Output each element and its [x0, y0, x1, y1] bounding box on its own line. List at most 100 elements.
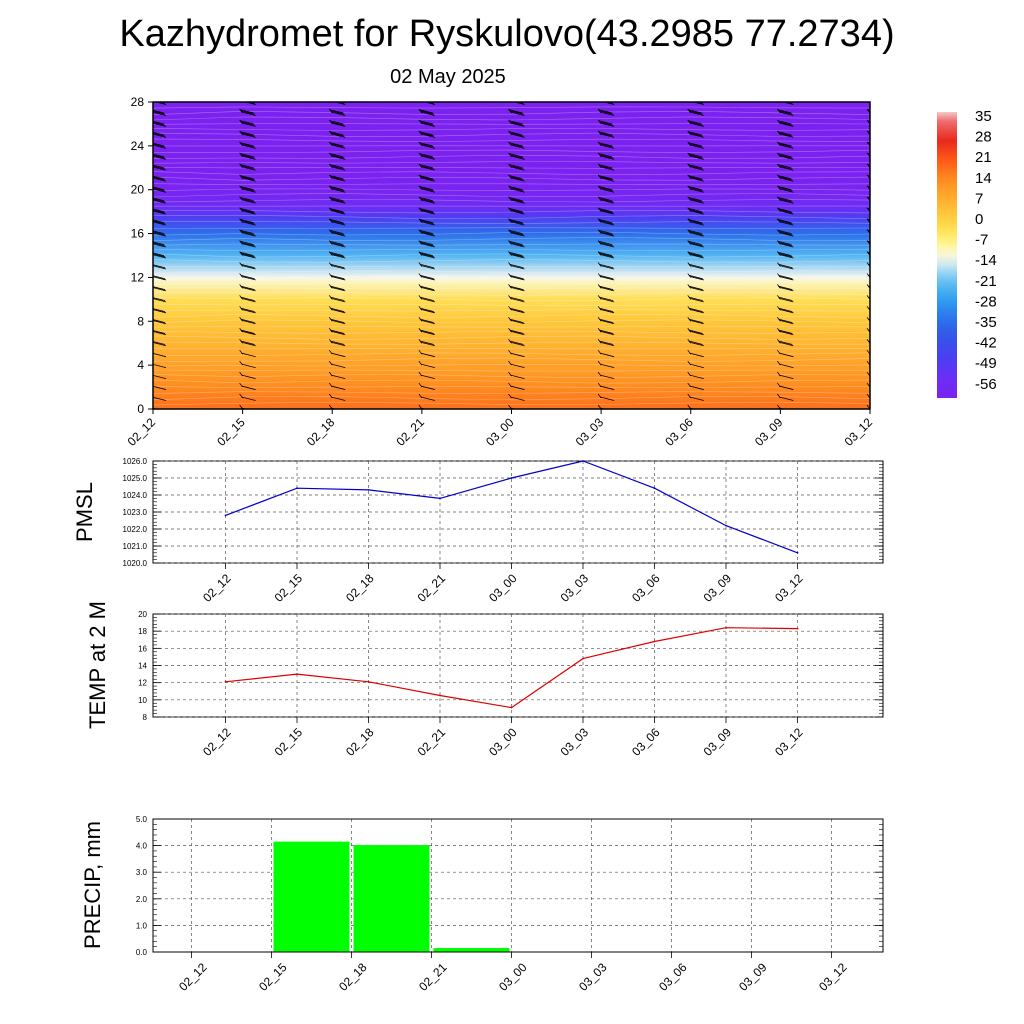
wind-barb-flag	[240, 220, 255, 225]
wind-barb-flag	[598, 240, 613, 246]
wind-barb-flag	[419, 318, 434, 323]
wind-barb-flag	[868, 407, 870, 409]
wind-barb-flag	[329, 174, 344, 180]
wind-barb-flag	[689, 287, 704, 292]
wind-barb-flag	[687, 185, 702, 191]
wind-barb-flag	[600, 188, 615, 193]
wind-barb-flag	[689, 155, 704, 160]
pmsl-series	[224, 460, 799, 554]
wind-barb-flag	[153, 131, 165, 136]
isoline	[153, 138, 870, 143]
wind-barb-flag	[510, 396, 525, 401]
wind-barb-flag	[418, 163, 433, 169]
wind-barb-flag	[331, 330, 346, 336]
wind-barb-flag	[688, 263, 703, 269]
wind-barb-flag	[418, 185, 433, 191]
wind-barb-flag	[240, 143, 255, 148]
y-tick-label: 10	[138, 696, 147, 705]
wind-barb-flag	[420, 374, 435, 379]
wind-barb-flag	[778, 121, 793, 126]
isoline	[153, 303, 870, 306]
wind-barb-flag	[868, 166, 870, 168]
wind-barb-flag	[600, 243, 615, 248]
wind-barb-flag	[598, 185, 613, 191]
wind-barb-flag	[509, 154, 524, 159]
wind-barb-flag	[418, 251, 433, 256]
wind-barb-flag	[779, 144, 794, 149]
wind-barb-flag	[153, 243, 167, 248]
wind-barb-flag	[330, 230, 345, 236]
wind-barb-flag	[241, 166, 256, 171]
wind-barb-flag	[868, 210, 870, 212]
wind-barb-flag	[239, 153, 254, 158]
wind-barb-flag	[509, 110, 524, 115]
wind-barb-flag	[600, 177, 615, 182]
wind-barb-flag	[153, 142, 165, 147]
wind-barb-flag	[153, 175, 165, 180]
wind-barb-flag	[687, 229, 702, 235]
wind-barb-flag	[153, 353, 167, 358]
wind-barb-flag	[241, 396, 256, 401]
wind-barb-flag	[420, 133, 435, 138]
wind-barb-flag	[868, 122, 870, 124]
wind-barb-flag	[688, 121, 703, 126]
precip-panel: 0.0 1.0 2.0 3.0 4.0 5.0 02_12 02_15 02_18 02_21 03…	[80, 815, 884, 994]
wind-barb-flag	[689, 243, 704, 248]
wind-barb-flag	[779, 199, 794, 204]
wind-barb-flag	[510, 385, 525, 390]
wind-barb-flag	[509, 307, 524, 313]
wind-barb-flag	[420, 330, 435, 336]
wind-barb-flag	[239, 120, 254, 125]
wind-barb-flag	[331, 319, 346, 325]
wind-barb-flag	[331, 177, 346, 182]
wind-barb-flag	[418, 229, 433, 235]
temp-panel: 8 10 12 14 16 18 20 02_12 02_15 02_18 02_21 03_00 03…	[85, 601, 884, 759]
isoline	[153, 297, 870, 302]
y-tick-label: 16	[138, 644, 147, 653]
wind-barb-flag	[329, 185, 344, 191]
wind-barb-flag	[241, 155, 256, 160]
wind-barb-flag	[510, 199, 525, 204]
y-tick-label: 8	[137, 314, 144, 328]
isoline	[153, 193, 870, 198]
data-point	[296, 673, 298, 675]
wind-barb-flag	[419, 285, 434, 291]
x-tick-label: 03_09	[701, 725, 735, 759]
wind-barb-flag	[241, 330, 256, 336]
precip-ylabel: PRECIP, mm	[80, 821, 105, 949]
wind-barb-flag	[420, 396, 435, 401]
wind-barb-flag	[331, 276, 346, 281]
wind-barb-flag	[510, 363, 525, 369]
wind-barb-flag	[329, 240, 344, 246]
wind-barb-flag	[598, 207, 613, 213]
wind-barb-flag	[509, 209, 524, 214]
wind-barb-flag	[510, 133, 525, 138]
wind-barb-flag	[241, 385, 256, 390]
wind-barb-flag	[689, 385, 704, 390]
y-tick-label: 3.0	[136, 868, 148, 877]
wind-barb-flag	[510, 276, 525, 281]
wind-barb-flag	[778, 198, 793, 203]
precip-bar	[433, 948, 510, 952]
isoline	[153, 374, 870, 379]
colorbar-label: -49	[975, 355, 997, 372]
pmsl-panel: 1020.0 1021.0 1022.0 1023.0 1024.0 1025.0 1026…	[72, 457, 884, 605]
wind-barb-flag	[153, 342, 167, 347]
wind-barb-flag	[779, 385, 794, 390]
y-tick-label: 1026.0	[123, 457, 148, 466]
wind-barb-flag	[153, 309, 167, 314]
y-tick-label: 12	[138, 679, 147, 688]
wind-barb-flag	[510, 254, 525, 259]
wind-barb-flag	[777, 153, 792, 158]
wind-barb-flag	[418, 109, 433, 114]
wind-barb-flag	[777, 185, 792, 191]
wind-barb-flag	[598, 218, 613, 224]
colorbar-label: -28	[975, 293, 997, 310]
wind-barb-flag	[599, 340, 614, 345]
wind-barb-flag	[600, 319, 615, 325]
wind-barb-flag	[689, 188, 704, 193]
wind-barb-flag	[689, 330, 704, 336]
wind-barb-flag	[241, 221, 256, 226]
wind-barb-flag	[778, 230, 793, 236]
isoline	[153, 161, 870, 164]
